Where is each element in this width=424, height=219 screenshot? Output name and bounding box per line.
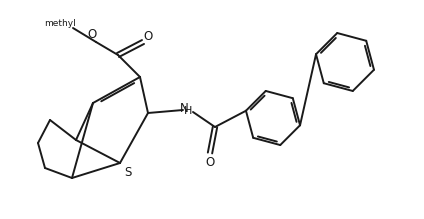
Text: H: H: [184, 106, 192, 116]
Text: S: S: [124, 166, 132, 178]
Text: O: O: [205, 155, 215, 168]
Text: O: O: [87, 28, 97, 41]
Text: methyl: methyl: [44, 19, 76, 28]
Text: N: N: [180, 101, 188, 115]
Text: O: O: [143, 30, 153, 44]
